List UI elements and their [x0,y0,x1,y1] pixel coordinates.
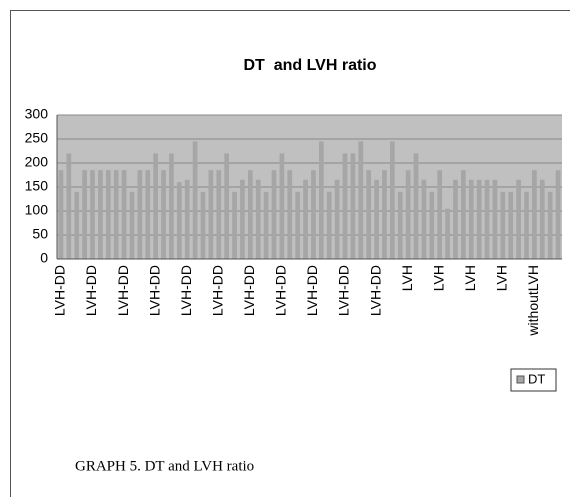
caption: GRAPH 5. DT and LVH ratio [75,458,254,474]
x-tick-label: LVH [399,265,415,291]
bar [319,141,324,259]
chart-title: DT and LVH ratio [243,57,376,74]
bar [130,192,135,259]
bar [256,180,261,259]
bar [122,170,127,259]
bar [209,170,214,259]
bar [382,170,387,259]
y-tick-label: 100 [25,202,49,218]
bar [445,209,450,259]
bar [177,182,182,259]
bar [59,170,64,259]
bar [169,153,174,259]
bar [161,170,166,259]
bar [264,192,269,259]
y-tick-label: 0 [40,250,48,266]
x-tick-label: LVH-DD [304,265,320,316]
bar [390,141,395,259]
bar [398,192,403,259]
x-tick-label: LVH-DD [273,265,289,316]
bar [272,170,277,259]
y-tick-label: 150 [25,178,49,194]
bar [295,192,300,259]
y-tick-label: 200 [25,154,49,170]
y-tick-label: 50 [32,226,48,242]
bar [74,192,79,259]
x-tick-label: LVH [494,265,510,291]
bar [280,153,285,259]
bar [114,170,119,259]
x-tick-label: LVH [430,265,446,291]
bar [185,180,190,259]
bar [437,170,442,259]
bar [429,192,434,259]
bar [201,192,206,259]
bar [453,180,458,259]
bar [153,153,158,259]
legend-swatch [517,376,524,383]
x-tick-label: LVH-DD [241,265,257,316]
bar [366,170,371,259]
bar [145,170,150,259]
bar [240,180,245,259]
bar [500,192,505,259]
bar [493,180,498,259]
bar [248,170,253,259]
bar [311,170,316,259]
bar [137,170,142,259]
x-tick-label: LVH-DD [83,265,99,316]
bar [556,170,561,259]
bar [82,170,87,259]
bar [358,141,363,259]
bar [343,153,348,259]
x-tick-label: LVH-DD [52,265,68,316]
bar [469,180,474,259]
bar [224,153,229,259]
bar [193,141,198,259]
y-tick-label: 300 [25,106,49,122]
x-tick-label: LVH-DD [178,265,194,316]
x-tick-label: LVH-DD [209,265,225,316]
x-tick-label: LVH-DD [115,265,131,316]
x-tick-label: LVH-DD [336,265,352,316]
bar [232,192,237,259]
bar [532,170,537,259]
bar [516,180,521,259]
bar [327,192,332,259]
bar [66,153,71,259]
bar [90,170,95,259]
y-tick-label: 250 [25,130,49,146]
bar [414,153,419,259]
bar [98,170,103,259]
bar [508,192,513,259]
x-tick-label: LVH-DD [146,265,162,316]
bar [485,180,490,259]
bar [477,180,482,259]
bar [287,170,292,259]
x-tick-label: LVH-DD [367,265,383,316]
bar [548,192,553,259]
bar [303,180,308,259]
bar [461,170,466,259]
bar [406,170,411,259]
x-tick-label: withoutLVH [525,265,541,337]
bar [422,180,427,259]
bar [351,153,356,259]
x-tick-label: LVH [462,265,478,291]
bar [524,192,529,259]
bar [335,180,340,259]
bar [106,170,111,259]
bar [374,180,379,259]
bar [540,180,545,259]
legend-label: DT [528,371,545,386]
bar [216,170,221,259]
